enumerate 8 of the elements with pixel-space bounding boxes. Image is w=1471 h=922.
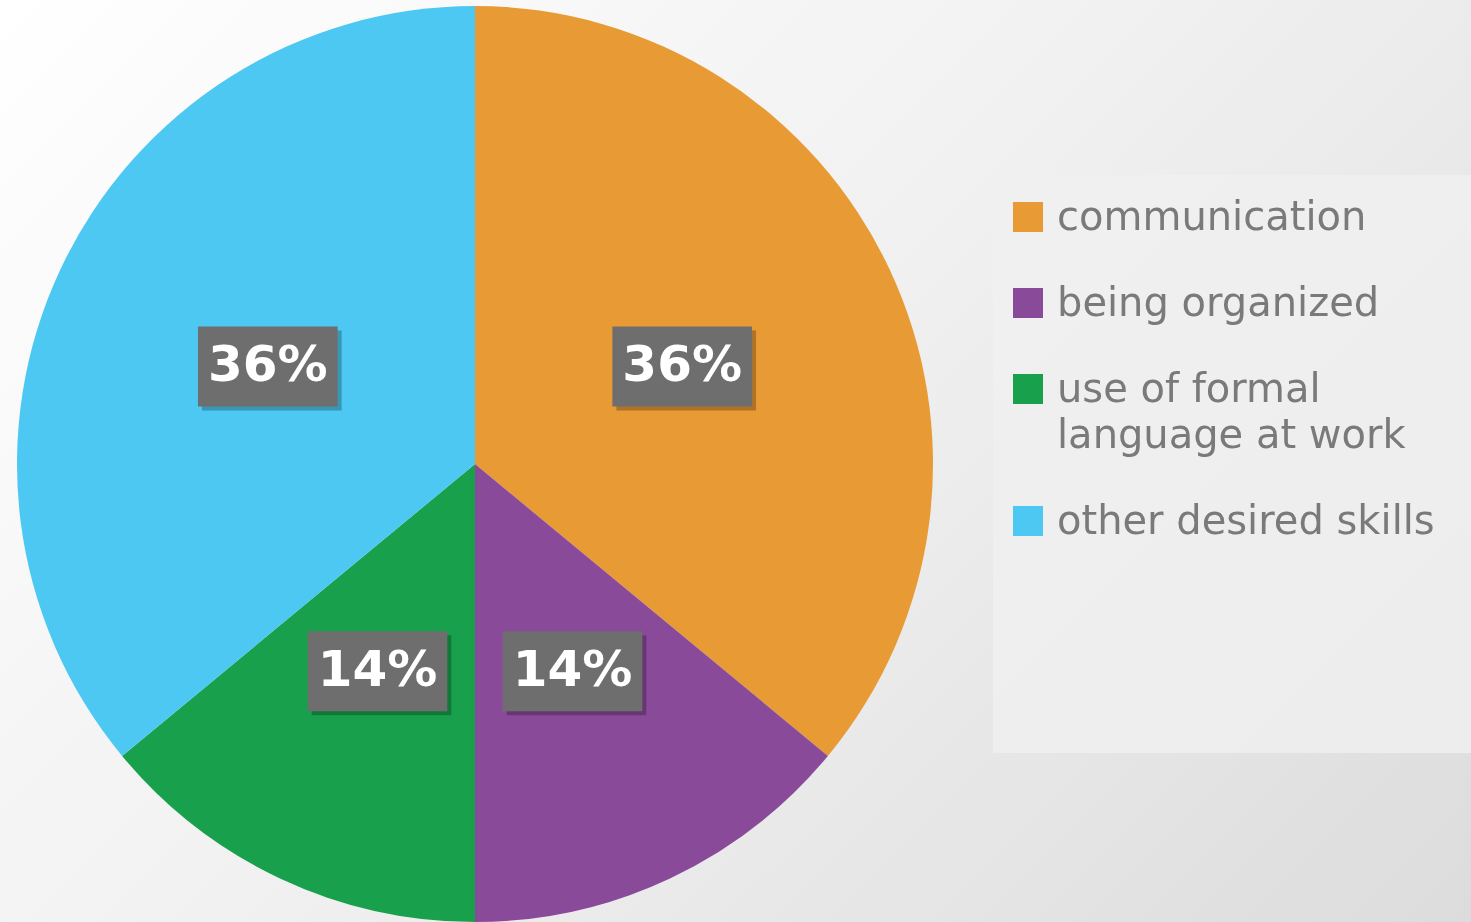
data-label: 14% — [512, 640, 633, 699]
legend-label: communication — [1057, 193, 1367, 239]
data-label: 14% — [317, 640, 438, 699]
legend-label: being organized — [1057, 279, 1380, 325]
legend-label: other desired skills — [1057, 497, 1435, 543]
data-label: 36% — [622, 335, 743, 394]
data-label: 36% — [207, 335, 328, 394]
legend-label: use of formal language at work — [1057, 365, 1407, 457]
